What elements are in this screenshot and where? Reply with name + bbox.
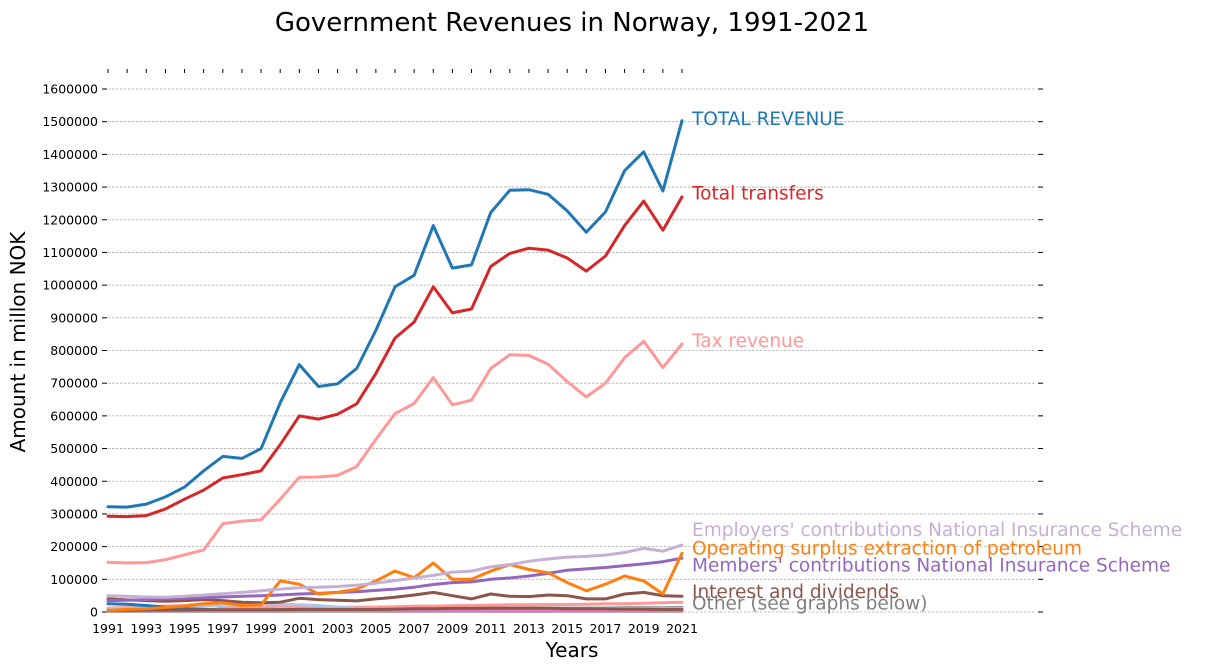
x-tick-label: 2009	[436, 621, 468, 636]
y-tick-label: 1300000	[42, 180, 98, 195]
x-tick-label: 1997	[207, 621, 239, 636]
y-tick-label: 1000000	[42, 278, 98, 293]
x-tick-label: 2005	[360, 621, 392, 636]
series-end-label: Members' contributions National Insuranc…	[692, 555, 1170, 576]
x-tick-label: 1993	[130, 621, 162, 636]
line-total-revenue	[106, 119, 684, 509]
y-tick-label: 200000	[50, 539, 98, 554]
line-tax-revenue	[106, 339, 684, 565]
y-axis-label: Amount in millon NOK	[6, 231, 30, 453]
x-tick-label: 2015	[551, 621, 583, 636]
series-lines	[106, 119, 684, 613]
series-end-label: Other (see graphs below)	[692, 594, 928, 615]
x-tick-label: 2013	[513, 621, 545, 636]
y-tick-label: 1200000	[42, 212, 98, 227]
x-tick-label: 2001	[283, 621, 315, 636]
series-end-label: TOTAL REVENUE	[691, 109, 845, 130]
series-end-label: Operating surplus extraction of petroleu…	[692, 538, 1082, 559]
y-tick-label: 1400000	[42, 147, 98, 162]
line-interest-and-dividends	[106, 590, 684, 605]
x-tick-label: 2007	[398, 621, 430, 636]
series-end-label: Interest and dividends	[692, 582, 899, 603]
line-members-contributions-national-insurance-scheme	[106, 556, 684, 603]
series-end-label: Employers' contributions National Insura…	[692, 520, 1182, 541]
x-tick-label: 2021	[666, 621, 698, 636]
chart-title: Government Revenues in Norway, 1991-2021	[275, 8, 869, 38]
line-employers-contributions-national-insurance-scheme	[106, 543, 684, 599]
x-tick-label: 2011	[475, 621, 507, 636]
line-total-transfers	[106, 195, 684, 519]
x-tick-label: 2019	[628, 621, 660, 636]
y-tick-label: 500000	[50, 441, 98, 456]
y-tick-label: 400000	[50, 474, 98, 489]
y-tick-label: 800000	[50, 343, 98, 358]
y-tick-label: 600000	[50, 408, 98, 423]
x-axis-label: Years	[545, 638, 599, 662]
y-tick-label: 0	[90, 605, 98, 620]
y-tick-label: 1100000	[42, 245, 98, 260]
y-tick-label: 100000	[50, 572, 98, 587]
axis-ticks: 0 100000 200000 300000 400000 500000 600000 700…	[42, 69, 1043, 636]
line-operating-surplus-extraction-of-petroleum	[106, 551, 684, 612]
series-end-label: Total transfers	[691, 183, 824, 204]
y-tick-label: 1600000	[42, 82, 98, 97]
series-end-labels: TOTAL REVENUE Total transfers Tax revenue E…	[691, 109, 1182, 615]
y-tick-label: 1500000	[42, 114, 98, 129]
y-tick-label: 900000	[50, 310, 98, 325]
gridlines	[108, 88, 1035, 613]
y-tick-label: 300000	[50, 506, 98, 521]
x-tick-label: 1991	[92, 621, 124, 636]
x-tick-label: 1999	[245, 621, 277, 636]
x-tick-label: 1995	[169, 621, 201, 636]
y-tick-label: 700000	[50, 376, 98, 391]
series-end-label: Tax revenue	[691, 331, 804, 352]
series-line-minor	[106, 606, 684, 612]
x-tick-label: 2017	[590, 621, 622, 636]
x-tick-label: 2003	[322, 621, 354, 636]
